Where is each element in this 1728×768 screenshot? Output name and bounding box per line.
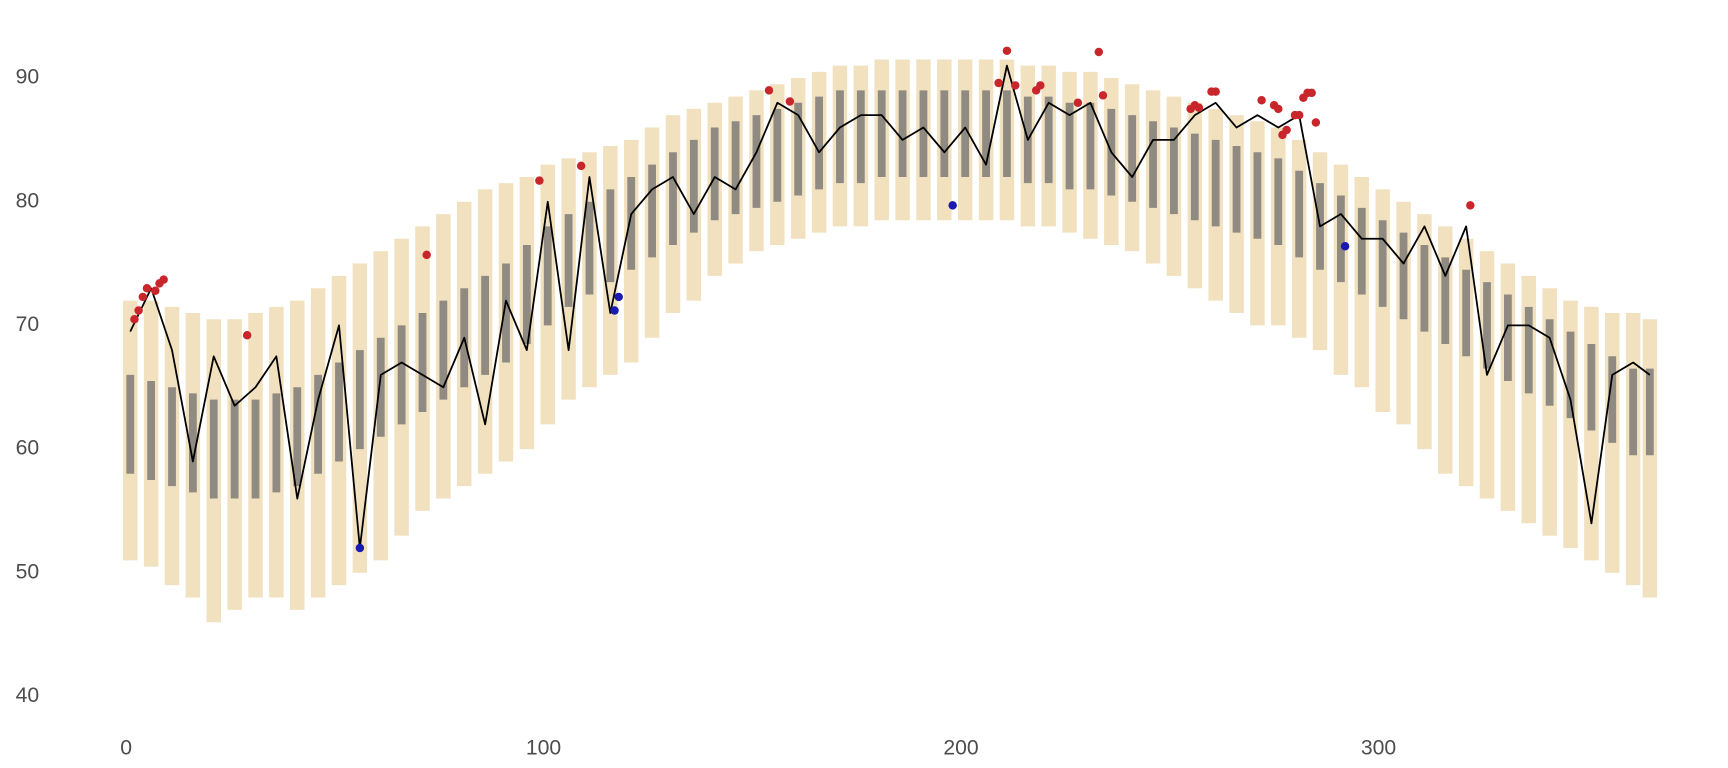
record-high-point (1002, 46, 1012, 56)
y-tick-label: 40 (16, 684, 40, 707)
y-tick-label: 80 (16, 189, 40, 212)
x-tick-label: 0 (120, 737, 132, 760)
x-tick-label: 300 (1361, 737, 1396, 760)
record-high-point (1274, 104, 1283, 114)
y-tick-label: 90 (16, 66, 40, 89)
record-high-point (1098, 91, 1108, 100)
y-tick-label: 60 (16, 437, 40, 460)
record-high-point (242, 331, 252, 340)
y-tick-label: 70 (16, 313, 40, 336)
record-high-point (764, 86, 774, 95)
record-high-point (1294, 110, 1304, 120)
temperature-line (129, 64, 1651, 549)
record-high-point (1311, 118, 1321, 127)
record-high-point (994, 78, 1003, 88)
record-high-point (1011, 81, 1020, 90)
record-low-point (614, 292, 623, 302)
record-high-point (1257, 96, 1266, 105)
record-high-point (1466, 201, 1475, 210)
record-high-point (1036, 81, 1045, 90)
record-low-point (355, 543, 365, 553)
x-tick-label: 100 (526, 737, 561, 760)
y-tick-label: 50 (16, 560, 40, 583)
record-high-point (134, 306, 143, 315)
record-high-point (138, 292, 148, 302)
record-high-point (1282, 125, 1291, 135)
record-high-point (130, 314, 139, 324)
record-high-point (576, 161, 586, 171)
record-high-point (1307, 88, 1316, 98)
record-high-point (142, 284, 152, 293)
record-high-point (1094, 47, 1104, 57)
record-high-point (1194, 103, 1204, 112)
record-high-point (785, 97, 795, 106)
record-high-point (422, 250, 431, 260)
record-high-point (1073, 98, 1083, 107)
record-low-point (1340, 241, 1350, 251)
record-low-point (610, 306, 619, 315)
record-high-point (159, 275, 168, 284)
record-low-point (948, 201, 957, 210)
record-high-point (151, 286, 160, 295)
x-tick-label: 200 (943, 737, 978, 760)
record-high-point (1211, 87, 1220, 96)
record-high-point (535, 176, 544, 185)
